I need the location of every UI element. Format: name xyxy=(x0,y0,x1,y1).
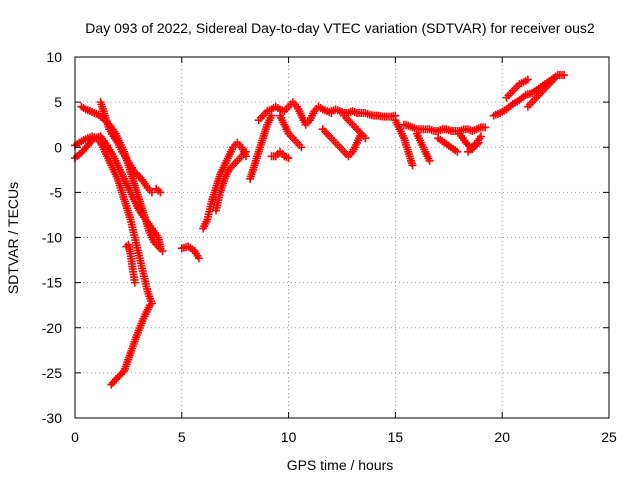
y-tick-label: -30 xyxy=(42,410,62,426)
y-tick-label: 5 xyxy=(54,94,62,110)
data-point xyxy=(194,254,203,263)
x-axis-label: GPS time / hours xyxy=(287,457,394,473)
y-tick-label: -5 xyxy=(50,184,63,200)
data-point xyxy=(553,71,562,80)
data-point xyxy=(241,147,250,156)
data-point xyxy=(425,156,434,165)
y-tick-label: -10 xyxy=(42,230,62,246)
x-tick-label: 10 xyxy=(281,429,297,445)
x-tick-label: 0 xyxy=(71,429,79,445)
data-point xyxy=(523,75,532,84)
data-point xyxy=(481,123,490,132)
axes: 0 5 10 15 20 25 -30 -25 -20 -15 -10 -5 0 5 10 xyxy=(42,49,617,445)
data-marks xyxy=(71,71,569,389)
y-tick-label: 10 xyxy=(46,49,62,65)
data-point xyxy=(145,301,154,310)
data-point xyxy=(156,188,165,197)
data-point xyxy=(408,161,417,170)
y-tick-label: -25 xyxy=(42,365,62,381)
data-point xyxy=(158,247,167,256)
x-tick-label: 25 xyxy=(601,429,617,445)
data-point xyxy=(361,134,370,143)
y-tick-label: -20 xyxy=(42,320,62,336)
x-tick-label: 20 xyxy=(494,429,510,445)
y-axis-label: SDTVAR / TECUs xyxy=(5,182,21,294)
data-point xyxy=(476,132,485,141)
data-point xyxy=(147,188,156,197)
y-tick-label: -15 xyxy=(42,275,62,291)
data-point xyxy=(453,147,462,156)
data-point xyxy=(130,278,139,287)
y-tick-label: 0 xyxy=(54,139,62,155)
chart-title: Day 093 of 2022, Sidereal Day-to-day VTE… xyxy=(85,20,595,36)
x-tick-label: 15 xyxy=(388,429,404,445)
x-tick-label: 5 xyxy=(178,429,186,445)
data-point xyxy=(297,143,306,152)
data-point xyxy=(284,154,293,163)
